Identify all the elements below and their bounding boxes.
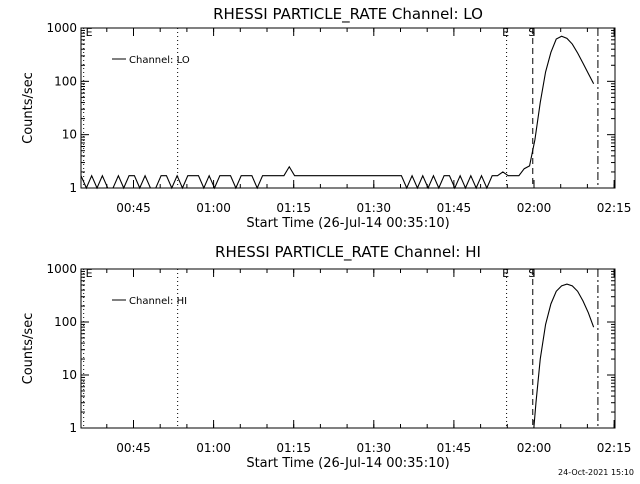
x-tick-label: 01:30 [356, 441, 391, 455]
x-tick-label: 01:45 [437, 441, 472, 455]
legend-label: Channel: LO [129, 55, 190, 66]
x-tick-label: 00:45 [116, 441, 151, 455]
time-marker-label: E [502, 26, 509, 39]
time-marker-label: E [86, 26, 93, 39]
y-tick-label: 1 [69, 181, 77, 195]
legend-label: Channel: HI [129, 296, 187, 307]
x-tick-label: 01:00 [196, 441, 231, 455]
x-tick-label: 01:30 [356, 201, 391, 215]
chart-title: RHESSI PARTICLE_RATE Channel: HI [215, 243, 481, 262]
y-axis-label: Counts/sec [21, 313, 36, 385]
time-marker-label: E [86, 267, 93, 280]
y-tick-label: 10 [62, 128, 77, 142]
chart-panel-2: RHESSI PARTICLE_RATE Channel: HI Start Ti… [21, 243, 631, 471]
y-axis-label: Counts/sec [21, 72, 36, 144]
x-tick-label: 01:00 [196, 201, 231, 215]
x-tick-label: 01:15 [276, 441, 311, 455]
x-tick-label: 00:45 [116, 201, 151, 215]
x-axis-label: Start Time (26-Jul-14 00:35:10) [246, 456, 449, 471]
time-marker-label: S [528, 26, 535, 39]
y-tick-label: 1000 [46, 262, 77, 276]
x-tick-label: 01:45 [437, 201, 472, 215]
x-axis-label: Start Time (26-Jul-14 00:35:10) [246, 216, 449, 231]
y-tick-label: 100 [54, 74, 77, 88]
y-tick-label: 10 [62, 368, 77, 382]
chart-panel-1: RHESSI PARTICLE_RATE Channel: LO Start Ti… [21, 5, 631, 231]
chart-title: RHESSI PARTICLE_RATE Channel: LO [213, 5, 483, 24]
y-tick-label: 1 [69, 421, 77, 435]
plot-frame [80, 27, 616, 189]
x-tick-label: 02:15 [597, 441, 632, 455]
time-marker-label: S [528, 267, 535, 280]
series-line [80, 35, 595, 190]
series-line [533, 283, 595, 429]
x-tick-label: 02:00 [517, 441, 552, 455]
y-tick-label: 100 [54, 315, 77, 329]
y-tick-label: 1000 [46, 21, 77, 35]
x-tick-label: 02:00 [517, 201, 552, 215]
plot-frame [80, 268, 616, 429]
x-tick-label: 01:15 [276, 201, 311, 215]
time-marker-label: E [502, 267, 509, 280]
x-tick-label: 02:15 [597, 201, 632, 215]
footer-timestamp: 24-Oct-2021 15:10 [558, 468, 634, 477]
